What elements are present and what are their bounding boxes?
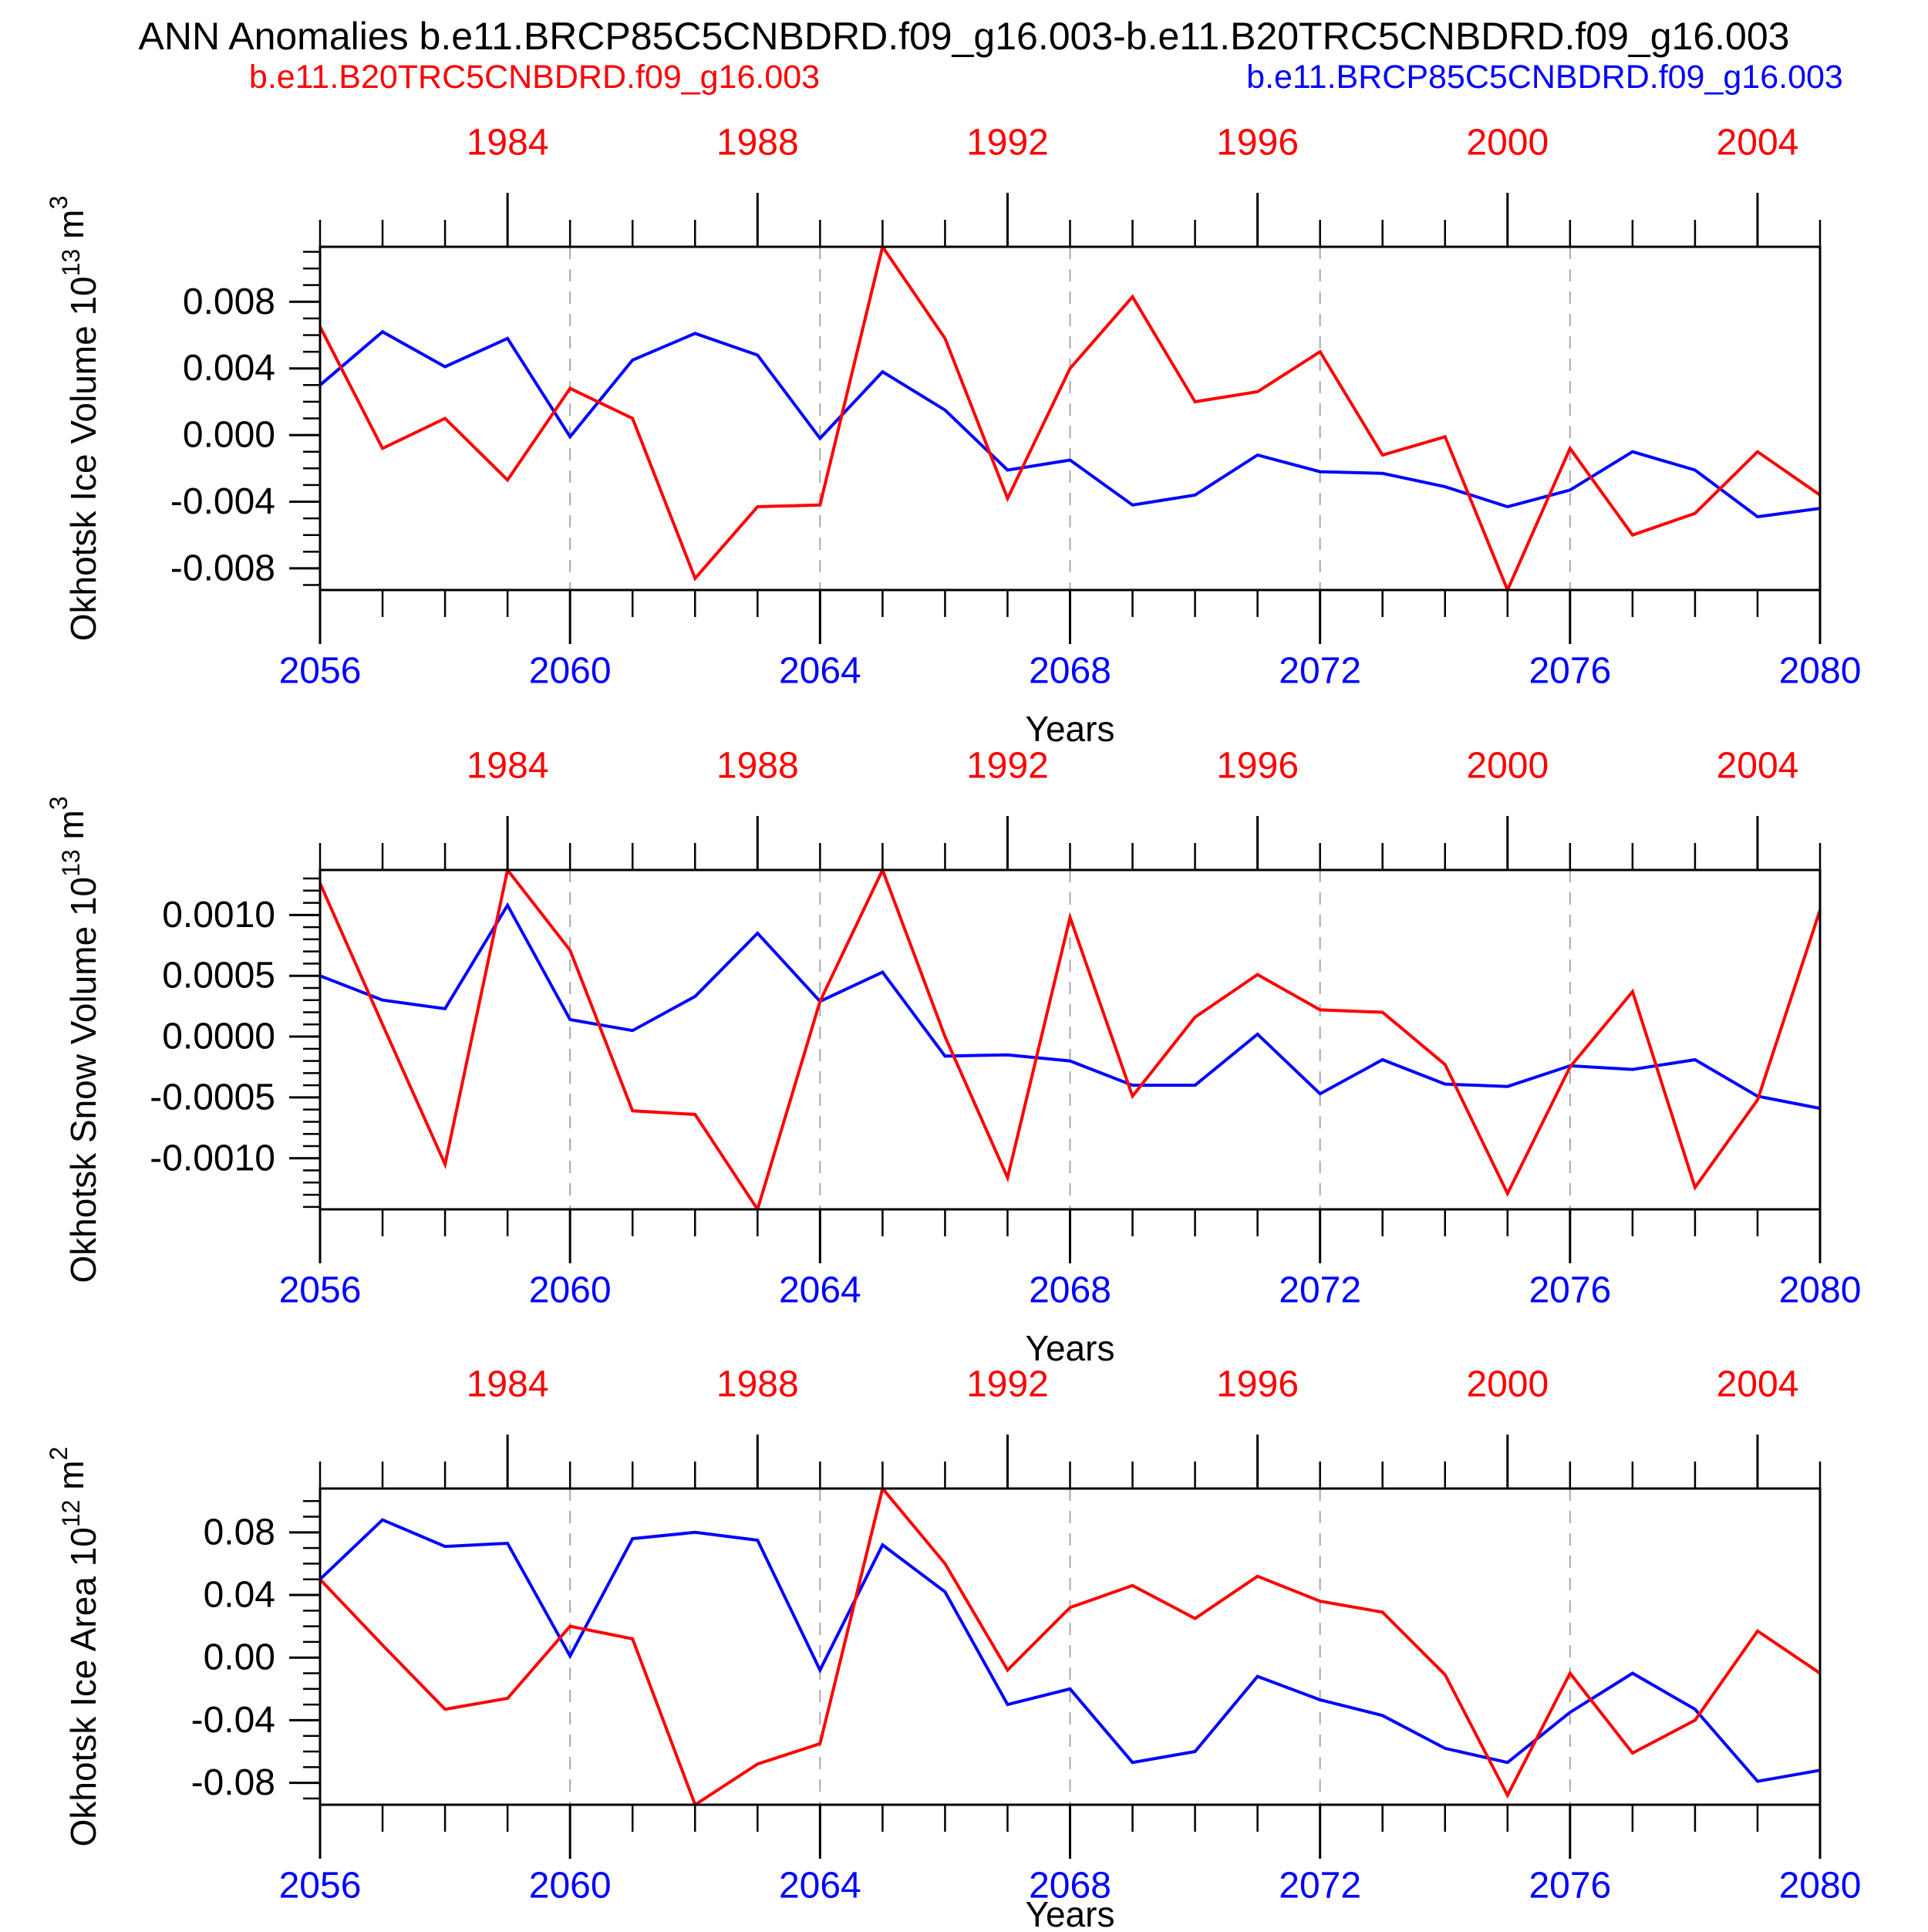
snow-volume-red-series-line (319, 865, 1822, 1213)
bottom-axis-label-2064: 2064 (779, 1866, 861, 1907)
bottom-axis-label-2080: 2080 (1779, 1866, 1862, 1907)
bottom-axis-label-2060: 2060 (529, 651, 612, 692)
bottom-axis-label-2056: 2056 (279, 1270, 362, 1311)
top-axis-label-1988: 1988 (716, 746, 799, 787)
top-axis-label-1988: 1988 (716, 123, 799, 164)
snow-volume-ytick-label: 0.0010 (162, 895, 275, 936)
snow-volume-ytick-label: -0.0010 (150, 1138, 275, 1178)
bottom-axis-label-2068: 2068 (1029, 651, 1111, 692)
top-axis-label-1992: 1992 (966, 1364, 1049, 1405)
ice-volume-ytick-label: 0.000 (183, 415, 275, 456)
legend-blue-label: b.e11.BRCP85C5CNBDRD.f09_g16.003 (1246, 59, 1843, 96)
ice-area-ytick-label: -0.08 (191, 1762, 275, 1803)
top-axis-label-1996: 1996 (1216, 123, 1299, 164)
top-axis-label-2004: 2004 (1717, 746, 1799, 787)
legend-red-label: b.e11.B20TRC5CNBDRD.f09_g16.003 (248, 59, 821, 96)
bottom-axis-label-2076: 2076 (1529, 1866, 1611, 1907)
top-axis-label-2000: 2000 (1466, 123, 1549, 164)
snow-volume-xaxis-title: Years (1026, 1328, 1115, 1368)
snow-volume-yaxis-title: Okhotsk Snow Volume 1013 m3 (45, 796, 103, 1283)
top-axis-label-1984: 1984 (467, 123, 549, 164)
ice-area-ytick-label: 0.00 (204, 1637, 275, 1678)
top-axis-label-2004: 2004 (1717, 123, 1799, 164)
top-axis-label-2000: 2000 (1466, 746, 1549, 787)
snow-volume-ytick-label: 0.0000 (162, 1017, 275, 1057)
ice-volume-ytick-label: 0.004 (183, 348, 275, 389)
ice-area-yaxis-title: Okhotsk Ice Area 1012 m2 (45, 1447, 103, 1847)
top-axis-label-1992: 1992 (966, 746, 1049, 787)
top-axis-label-1996: 1996 (1216, 746, 1299, 787)
bottom-axis-label-2072: 2072 (1279, 1866, 1361, 1907)
ice-area-ytick-label: 0.08 (204, 1512, 275, 1553)
top-axis-label-1992: 1992 (966, 123, 1049, 164)
bottom-axis-label-2064: 2064 (779, 1270, 861, 1311)
bottom-axis-label-2072: 2072 (1279, 651, 1361, 692)
ice-volume-blue-series-line (319, 329, 1821, 519)
ice-volume-ytick-label: -0.004 (170, 481, 275, 522)
top-axis-label-2000: 2000 (1466, 1364, 1549, 1405)
ice-area-ytick-label: 0.04 (204, 1575, 275, 1616)
bottom-axis-label-2076: 2076 (1529, 1270, 1611, 1311)
bottom-axis-label-2080: 2080 (1779, 1270, 1862, 1311)
bottom-axis-label-2060: 2060 (529, 1270, 612, 1311)
bottom-axis-label-2056: 2056 (279, 1866, 362, 1907)
ice-volume-yaxis-title: Okhotsk Ice Volume 1013 m3 (45, 196, 103, 642)
bottom-axis-label-2068: 2068 (1029, 1270, 1111, 1311)
ice-area-xaxis-title: Years (1026, 1894, 1115, 1928)
top-axis-label-1988: 1988 (716, 1364, 799, 1405)
snow-volume-ytick-label: 0.0005 (162, 956, 275, 996)
snow-volume-ytick-label: -0.0005 (150, 1077, 275, 1118)
bottom-axis-label-2072: 2072 (1279, 1270, 1361, 1311)
bottom-axis-label-2080: 2080 (1779, 651, 1862, 692)
ice-area-blue-series-line (319, 1518, 1821, 1783)
page-title: ANN Anomalies b.e11.BRCP85C5CNBDRD.f09_g… (138, 15, 1790, 58)
ice-area-ytick-label: -0.04 (191, 1700, 275, 1741)
ice-volume-ytick-label: 0.008 (183, 282, 275, 322)
top-axis-label-1984: 1984 (467, 1364, 549, 1405)
ice-volume-red-series-line (319, 243, 1822, 595)
bottom-axis-label-2056: 2056 (279, 651, 362, 692)
bottom-axis-label-2060: 2060 (529, 1866, 612, 1907)
top-axis-label-1996: 1996 (1216, 1364, 1299, 1405)
top-axis-label-2004: 2004 (1717, 1364, 1799, 1405)
ice-area-red-series-line (319, 1485, 1822, 1808)
ice-volume-xaxis-title: Years (1026, 709, 1115, 749)
ice-volume-ytick-label: -0.008 (170, 548, 275, 588)
bottom-axis-label-2064: 2064 (779, 651, 861, 692)
bottom-axis-label-2076: 2076 (1529, 651, 1611, 692)
top-axis-label-1984: 1984 (467, 746, 549, 787)
bottom-axis-label-2068: 2068 (1029, 1866, 1111, 1907)
